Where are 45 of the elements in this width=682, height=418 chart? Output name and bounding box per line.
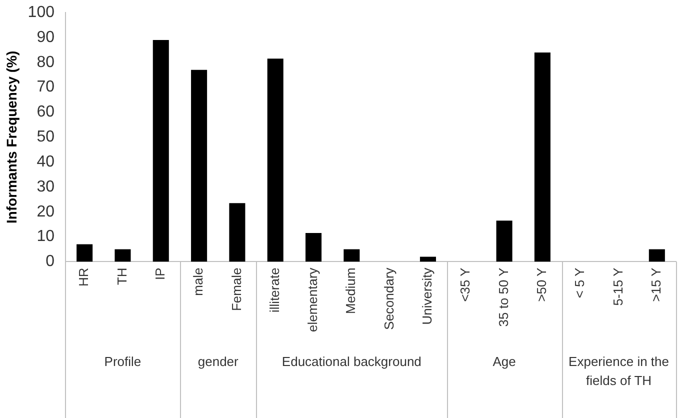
y-tick-label: 0 [46, 253, 55, 270]
x-tick-label: TH [114, 268, 130, 286]
x-tick-label: IP [152, 268, 168, 280]
bar [496, 220, 512, 262]
y-tick-label: 90 [36, 28, 55, 46]
text: Profile [104, 354, 142, 370]
y-axis-title: Informants Frequency (%) [3, 50, 20, 224]
x-tick-label: 35 to 50 Y [496, 267, 511, 327]
x-tick-label: < 5 Y [572, 267, 588, 298]
x-tick-label: illiterate [266, 268, 282, 312]
text: Experience in the fields of TH [568, 354, 669, 388]
x-tick-label: University [420, 267, 435, 325]
x-tick-label: >15 Y [648, 267, 664, 302]
y-tick-label: 40 [36, 153, 55, 170]
bar [534, 52, 550, 262]
bar [648, 249, 665, 262]
text: Educational background [282, 354, 422, 370]
x-tick-label: elementary [305, 267, 320, 332]
bar [267, 58, 284, 262]
text: Age [492, 354, 516, 370]
x-tick-label: >50 Y [534, 267, 550, 302]
bar [114, 249, 131, 262]
x-tick-label: Medium [343, 268, 358, 314]
bar [76, 244, 93, 262]
text: gender [198, 354, 240, 370]
y-tick-label: 20 [36, 203, 55, 220]
y-tick-label: 50 [36, 128, 55, 146]
y-tick-label: 70 [36, 78, 55, 96]
x-tick-label: 5-15 Y [610, 267, 626, 306]
bar [344, 249, 360, 262]
x-tick-label: Secondary [381, 267, 396, 330]
bar [229, 203, 246, 262]
x-tick-label: male [190, 268, 206, 296]
y-tick-label: 30 [36, 178, 55, 196]
x-tick-label: HR [76, 268, 92, 286]
x-tick-label: <35 Y [458, 267, 473, 302]
y-tick-label: 60 [36, 104, 55, 121]
y-tick-label: 80 [36, 54, 55, 71]
bar [191, 70, 208, 262]
y-tick-label: 100 [28, 4, 55, 22]
bar [420, 256, 436, 262]
bar [306, 233, 322, 262]
x-tick-label: Female [228, 268, 244, 312]
y-tick-label: 10 [36, 228, 55, 246]
bar [152, 40, 169, 262]
